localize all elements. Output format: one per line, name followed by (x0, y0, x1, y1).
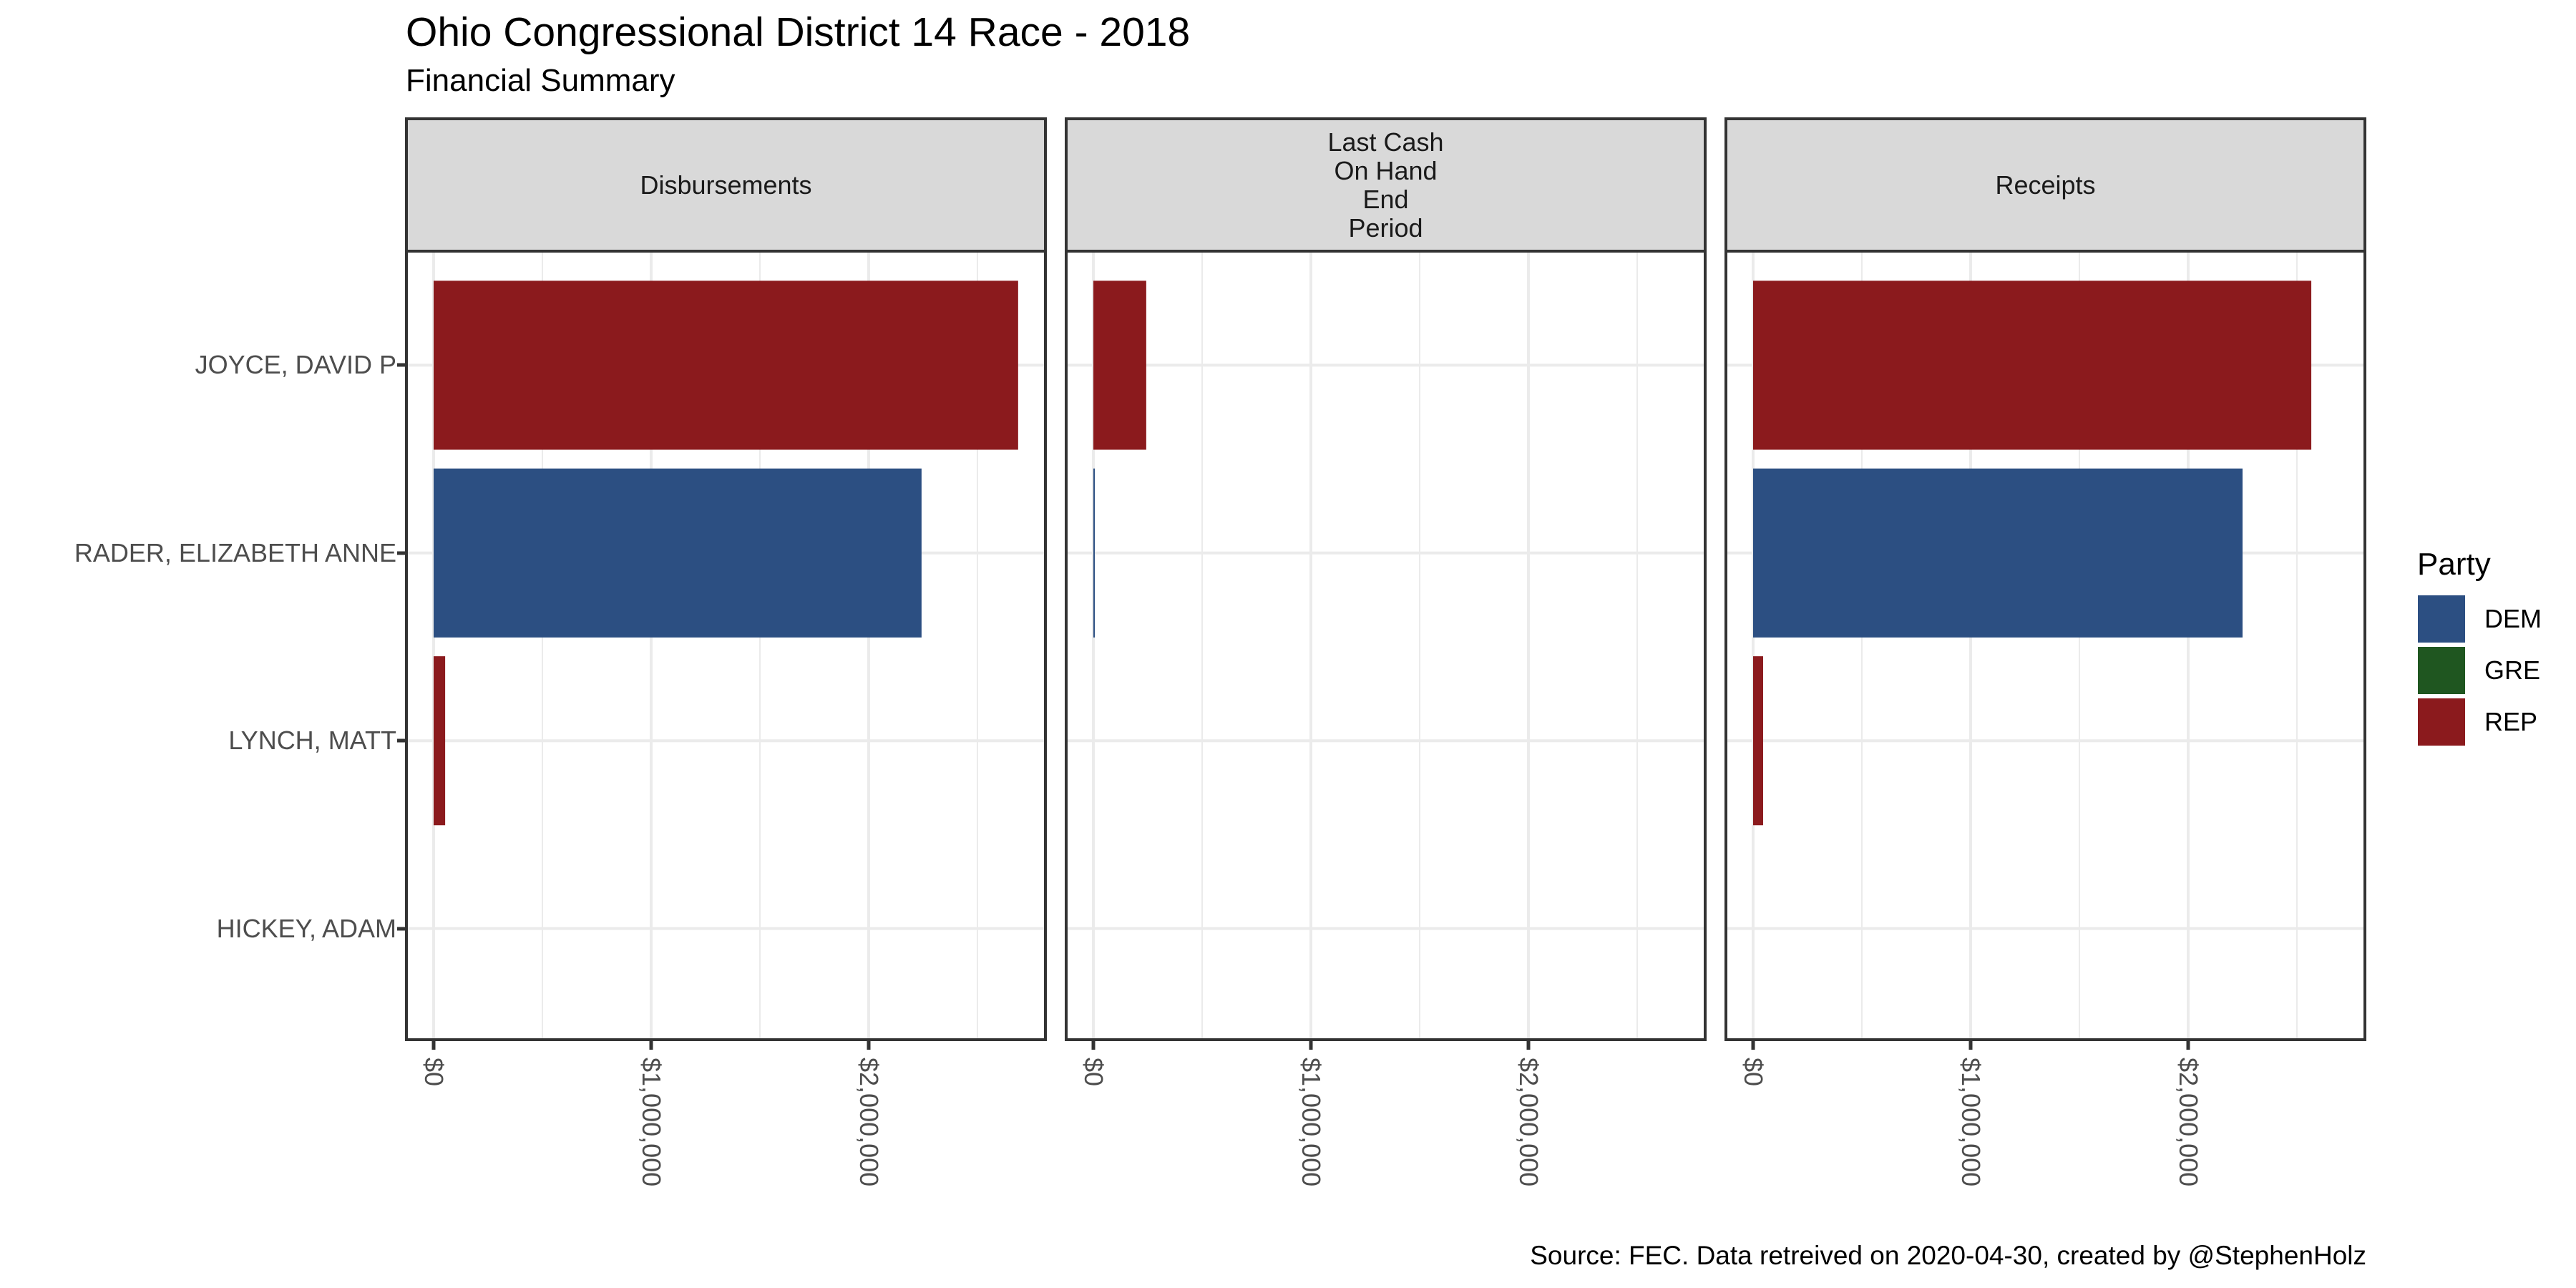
bar (1093, 280, 1146, 450)
facet-strip: Disbursements (405, 117, 1047, 253)
x-tick-mark (1091, 1041, 1096, 1050)
facet-panel: Disbursements (405, 117, 1047, 1041)
legend-label-dem: DEM (2484, 604, 2542, 633)
x-tick-mark (1309, 1041, 1313, 1050)
y-tick-label: JOYCE, DAVID P (195, 350, 396, 380)
legend-swatch-gre (2418, 647, 2465, 694)
x-tick-mark (2186, 1041, 2190, 1050)
bar (434, 656, 446, 826)
y-tick-mark (397, 738, 405, 743)
legend-label-rep: REP (2484, 707, 2538, 736)
plot-area (1724, 253, 2366, 1041)
x-tick-label: $0 (1739, 1058, 1768, 1087)
plot-svg (1727, 253, 2363, 1038)
legend-swatch-rep (2418, 698, 2465, 746)
x-tick-mark (1751, 1041, 1755, 1050)
x-tick-label: $2,000,000 (1514, 1058, 1543, 1187)
x-tick-mark (1968, 1041, 1973, 1050)
x-tick-label: $2,000,000 (854, 1058, 884, 1187)
y-tick-mark (397, 551, 405, 555)
bar (434, 468, 922, 638)
bar (1753, 468, 2243, 638)
facet-panel: Receipts (1724, 117, 2366, 1041)
facet-strip-label: Last Cash On Hand End Period (1327, 127, 1444, 243)
y-tick-mark (397, 363, 405, 367)
facet-strip-label: Disbursements (640, 170, 812, 200)
facet-strip-label: Receipts (1995, 170, 2096, 200)
x-tick-label: $1,000,000 (637, 1058, 666, 1187)
y-tick-label: LYNCH, MATT (228, 726, 396, 756)
legend-swatch-dem (2418, 595, 2465, 643)
chart-caption: Source: FEC. Data retreived on 2020-04-3… (1530, 1241, 2366, 1270)
bar (434, 280, 1018, 450)
chart-title: Ohio Congressional District 14 Race - 20… (406, 9, 1191, 55)
x-tick-label: $1,000,000 (1297, 1058, 1326, 1187)
facet-panel: Last Cash On Hand End Period (1065, 117, 1707, 1041)
x-tick-label: $0 (1079, 1058, 1108, 1087)
plot-svg (408, 253, 1044, 1038)
bar (1753, 280, 2312, 450)
x-tick-label: $0 (419, 1058, 449, 1087)
x-tick-mark (431, 1041, 436, 1050)
plot-svg (1068, 253, 1704, 1038)
y-tick-mark (397, 927, 405, 931)
plot-area (405, 253, 1047, 1041)
facet-strip: Last Cash On Hand End Period (1065, 117, 1707, 253)
bar (1093, 468, 1095, 638)
legend-label-gre: GRE (2484, 655, 2541, 685)
chart-subtitle: Financial Summary (406, 63, 675, 98)
plot-area (1065, 253, 1707, 1041)
x-tick-mark (649, 1041, 653, 1050)
y-tick-label: HICKEY, ADAM (216, 913, 396, 943)
y-tick-label: RADER, ELIZABETH ANNE (74, 537, 396, 567)
bar (1753, 656, 1763, 826)
x-tick-label: $2,000,000 (2174, 1058, 2203, 1187)
x-tick-mark (1526, 1041, 1531, 1050)
x-tick-label: $1,000,000 (1956, 1058, 1986, 1187)
legend-title: Party (2417, 547, 2491, 582)
x-tick-mark (867, 1041, 871, 1050)
facet-strip: Receipts (1724, 117, 2366, 253)
